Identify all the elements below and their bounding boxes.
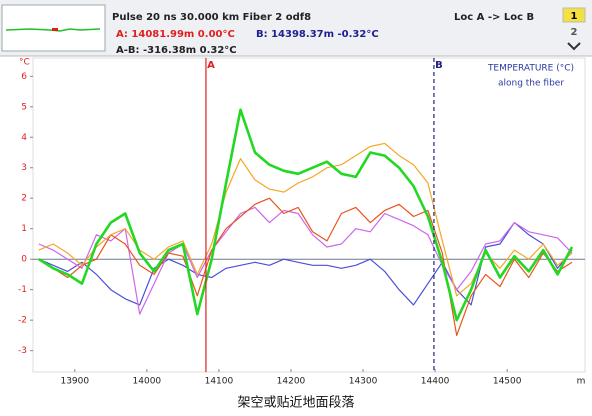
y-tick-label: 6 [21, 72, 27, 82]
y-tick-label: -2 [18, 316, 27, 326]
y-tick-label: 5 [21, 102, 27, 112]
plot-area [32, 57, 586, 373]
scroll-down[interactable] [567, 42, 581, 51]
overview-cursor [52, 28, 58, 31]
cursor-b-info: B: 14398.37m -0.32°C [256, 29, 379, 40]
direction: Loc A -> Loc B [454, 12, 534, 23]
x-unit: m [577, 377, 586, 387]
page-label[interactable]: 2 [571, 27, 578, 38]
plot: 6 5 4 3 2 1 0 -1 -2 -3 °C 13900 14000 14100 14200 14300… [18, 57, 586, 387]
x-tick-label: 14400 [421, 377, 450, 387]
header-info: Pulse 20 ns 30.000 km Fiber 2 odf8 [112, 12, 311, 23]
cursor-a-info: A: 14081.99m 0.00°C [116, 29, 235, 40]
page-button[interactable] [562, 7, 586, 23]
y-tick-label: 0 [21, 255, 27, 265]
y-tick-label: -3 [18, 346, 27, 356]
overview-trace [5, 28, 101, 32]
series-line [38, 197, 573, 336]
caption: 架空或贴近地面段落 [237, 396, 354, 411]
delta-info: A-B: -316.38m 0.32°C [116, 45, 237, 56]
y-unit: °C [19, 58, 30, 68]
annotation: along the fiber [498, 79, 564, 89]
x-tick-label: 14300 [349, 377, 378, 387]
y-tick-label: -1 [18, 285, 27, 295]
cursor-label: B [435, 60, 443, 71]
y-tick-label: 2 [21, 194, 27, 204]
y-tick-label: 4 [21, 133, 27, 143]
y-tick-label: 3 [21, 163, 27, 173]
cursor-label: A [207, 60, 215, 71]
x-tick-label: 14200 [277, 377, 306, 387]
x-tick-label: 14500 [493, 377, 522, 387]
y-tick-label: 1 [21, 224, 27, 234]
x-tick-label: 13900 [60, 377, 89, 387]
annotation: TEMPERATURE (°C) [487, 64, 574, 74]
x-tick-label: 14000 [133, 377, 162, 387]
page-label: 1 [571, 11, 578, 22]
x-tick-label: 14100 [205, 377, 234, 387]
series-line [38, 108, 574, 322]
series-line [38, 206, 573, 315]
